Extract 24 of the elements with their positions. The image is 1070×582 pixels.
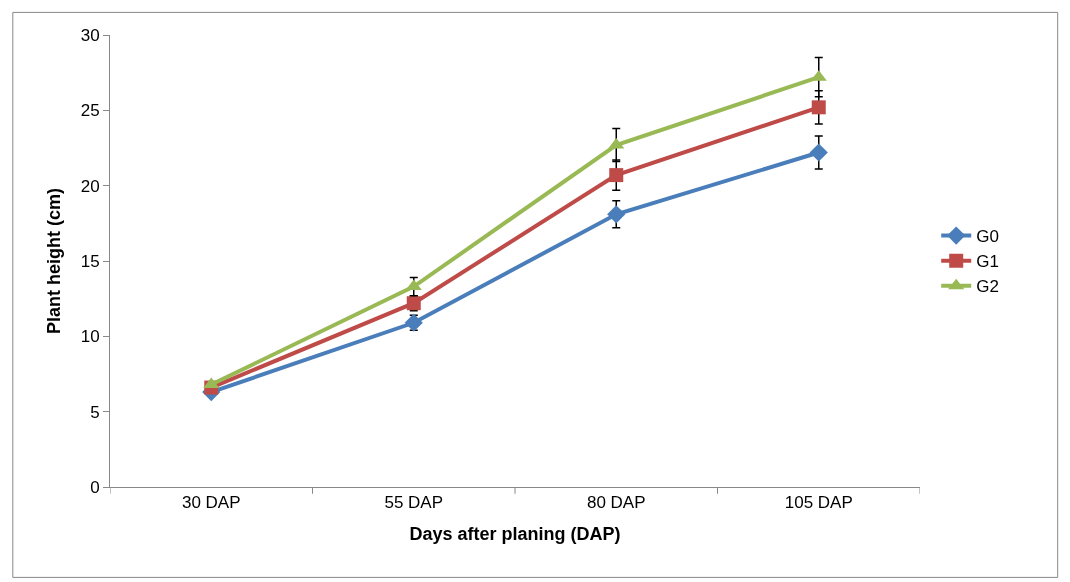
point: [609, 168, 624, 183]
x-tick-label: 105 DAP: [784, 493, 853, 513]
legend-label: G2: [976, 277, 999, 297]
point: [607, 205, 626, 224]
y-tick-label: 30: [80, 25, 100, 45]
point: [608, 137, 625, 149]
point: [811, 100, 826, 115]
y-tick-label: 0: [90, 477, 100, 497]
x-axis-title: Days after planing (DAP): [409, 523, 621, 544]
y-tick-label: 20: [80, 176, 100, 196]
x-tick-label: 30 DAP: [181, 493, 241, 513]
y-tick-label: 10: [80, 327, 100, 347]
point: [809, 143, 828, 162]
point: [404, 313, 423, 332]
x-tick-label: 55 DAP: [384, 493, 444, 513]
legend-label: G1: [976, 252, 999, 272]
y-tick-label: 15: [80, 251, 100, 271]
y-tick-label: 25: [80, 101, 100, 121]
legend-label: G0: [976, 227, 999, 247]
point: [203, 377, 220, 389]
point: [405, 279, 422, 291]
y-tick-label: 5: [90, 402, 100, 422]
x-tick-label: 80 DAP: [586, 493, 646, 513]
y-axis-title: Plant height (cm): [43, 187, 64, 335]
